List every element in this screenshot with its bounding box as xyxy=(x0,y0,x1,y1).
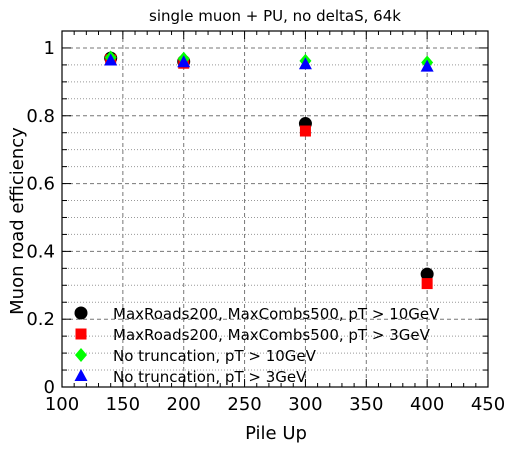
y-tick-label: 1 xyxy=(44,38,55,59)
legend-label-2: No truncation, pT > 10GeV xyxy=(113,347,317,365)
x-tick-label: 100 xyxy=(45,394,79,415)
x-axis-label: Pile Up xyxy=(245,423,307,444)
legend-marker-1 xyxy=(75,328,87,340)
data-point-series-1 xyxy=(299,125,311,137)
y-tick-label: 0.2 xyxy=(26,309,55,330)
legend-label-3: No truncation, pT > 3GeV xyxy=(113,368,307,386)
plot-frame xyxy=(61,30,489,388)
grid-lines xyxy=(62,30,488,387)
x-tick-label: 450 xyxy=(471,394,505,415)
legend-label-0: MaxRoads200, MaxCombs500, pT > 10GeV xyxy=(113,305,440,323)
x-tick-label: 350 xyxy=(349,394,383,415)
legend-label-1: MaxRoads200, MaxCombs500, pT > 3GeV xyxy=(113,326,431,344)
data-point-series-0 xyxy=(420,267,434,281)
x-tick-label: 400 xyxy=(410,394,444,415)
y-axis-label: Muon road efficiency xyxy=(7,127,28,315)
tick-labels: 100 150 200 250 300 350 400 450 0 0.2 0.4 0.6 0.8 1 xyxy=(26,38,505,415)
data-point-series-3 xyxy=(420,59,434,72)
x-tick-label: 250 xyxy=(227,394,261,415)
axis-ticks xyxy=(61,30,489,388)
data-point-series-1 xyxy=(421,278,433,290)
y-tick-label: 0.6 xyxy=(26,174,55,195)
y-tick-label: 0 xyxy=(44,377,55,398)
x-tick-label: 150 xyxy=(106,394,140,415)
x-tick-label: 300 xyxy=(288,394,322,415)
y-tick-label: 0.4 xyxy=(26,241,55,262)
chart-title: single muon + PU, no deltaS, 64k xyxy=(149,7,401,25)
x-tick-label: 200 xyxy=(167,394,201,415)
legend: MaxRoads200, MaxCombs500, pT > 10GeV MaxR… xyxy=(74,305,440,386)
data-markers xyxy=(104,50,434,290)
legend-marker-0 xyxy=(74,306,88,320)
legend-marker-3 xyxy=(74,369,88,381)
legend-marker-2 xyxy=(75,348,87,362)
data-point-series-3 xyxy=(177,55,191,68)
data-point-series-3 xyxy=(104,53,118,66)
y-tick-label: 0.8 xyxy=(26,106,55,127)
data-point-series-3 xyxy=(298,57,312,70)
